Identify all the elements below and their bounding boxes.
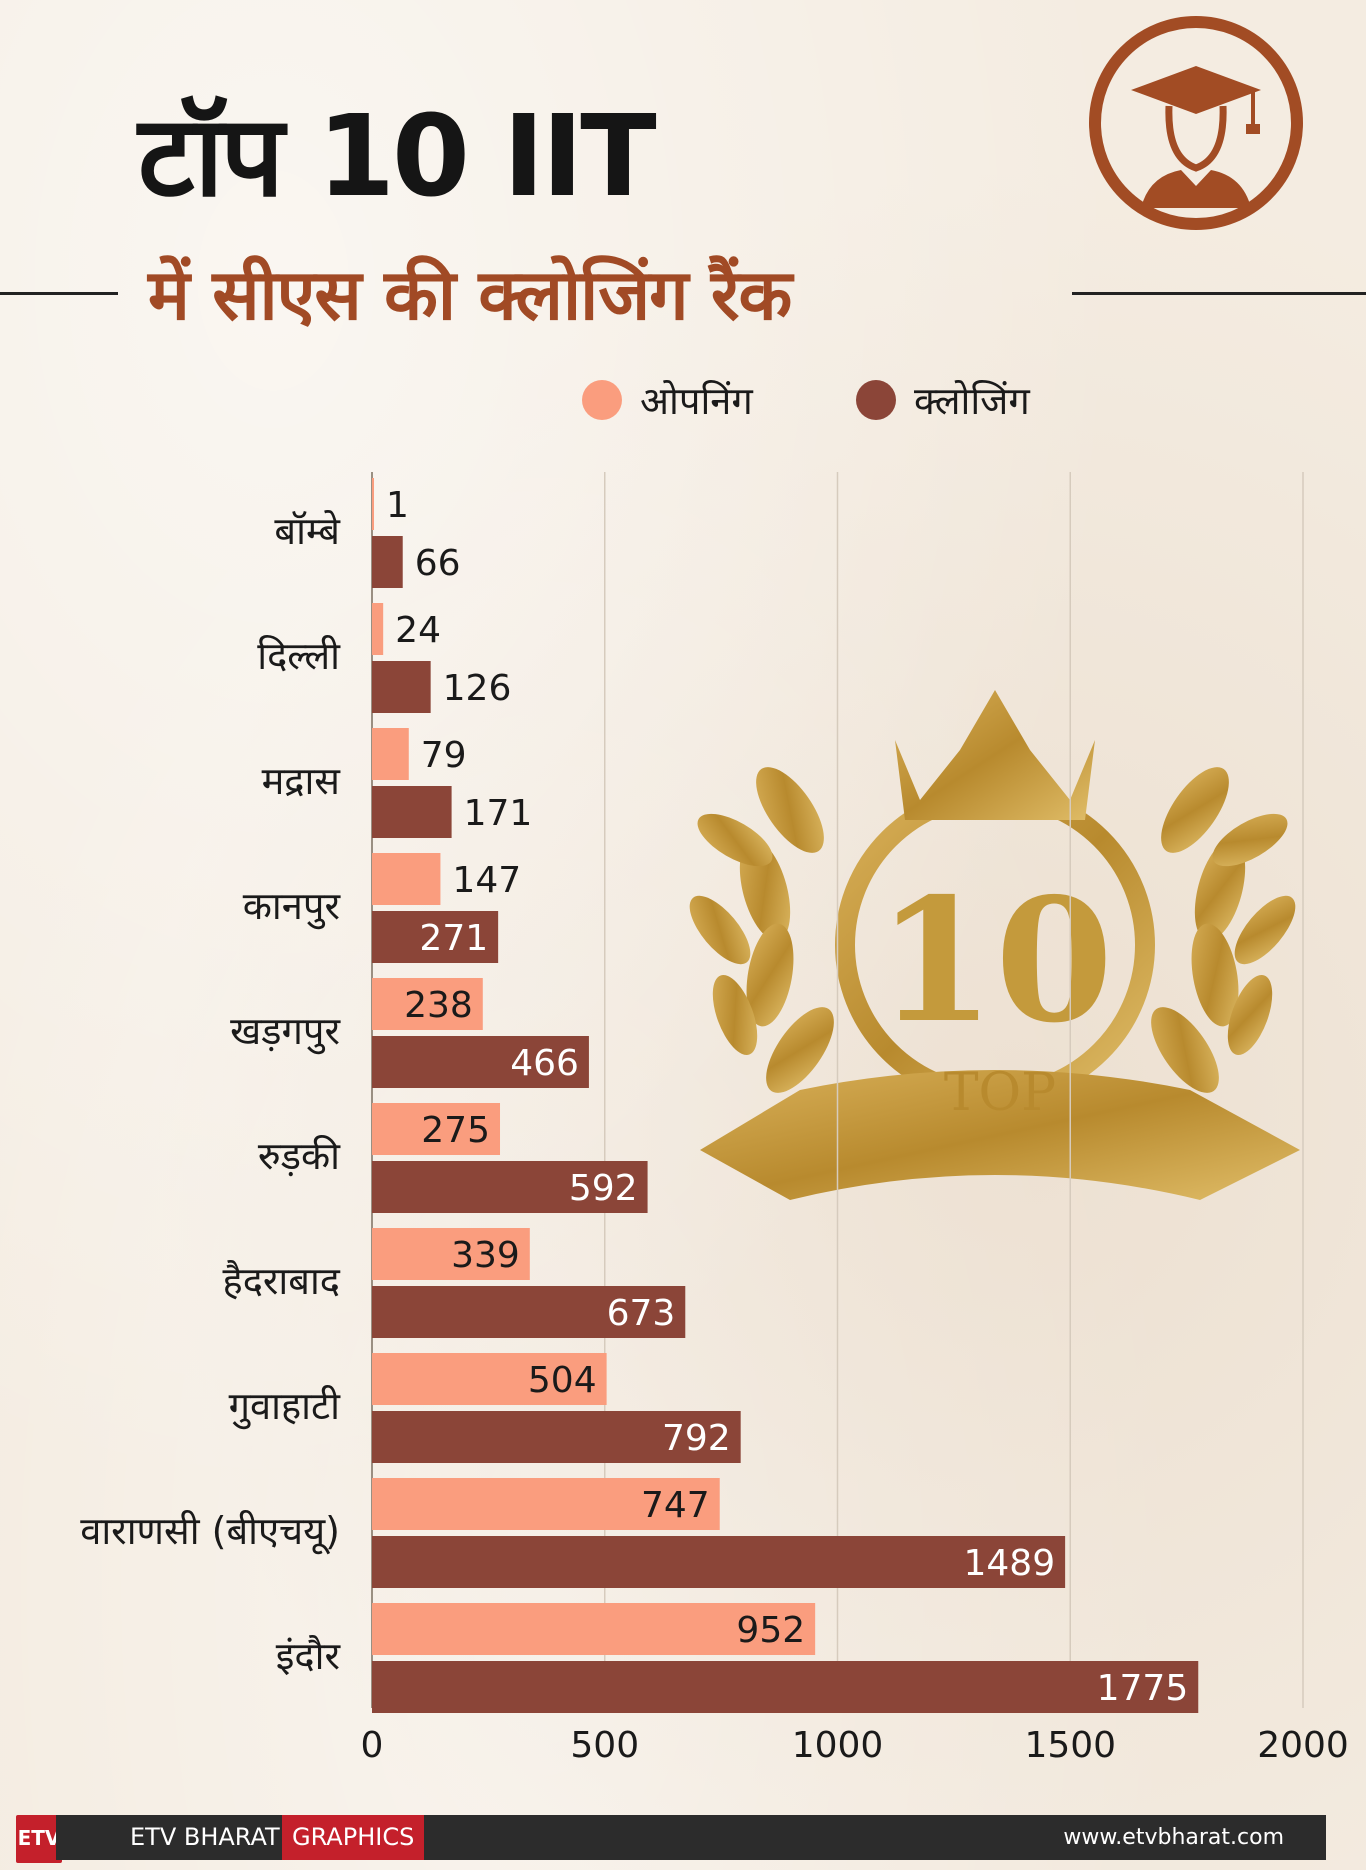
x-tick-label: 500 [570, 1725, 639, 1766]
bar-closing [372, 1661, 1199, 1713]
etv-logo: ETV [16, 1815, 62, 1863]
legend-closing-swatch [856, 380, 896, 420]
data-label: 339 [451, 1235, 520, 1276]
category-label: रुड़की [258, 1134, 341, 1178]
bar-opening [372, 1103, 501, 1155]
crown-icon [895, 690, 1095, 820]
bar-closing [372, 1411, 741, 1463]
bar-chart: 10 TOP 0 500 1000 1500 2000 बॉम्बे 166 दिल्ली 24… [80, 472, 1349, 1766]
brand-name: ETV BHARAT [130, 1823, 280, 1851]
category-label: मद्रास [262, 759, 342, 803]
data-label: 275 [421, 1110, 490, 1151]
bar-closing [372, 661, 431, 713]
laurel-left [689, 767, 834, 1093]
x-tick-label: 1000 [792, 1725, 884, 1766]
bar-opening [372, 728, 409, 780]
bar-opening [372, 853, 441, 905]
bar-closing [372, 1286, 686, 1338]
data-label: 592 [569, 1168, 638, 1209]
data-label: 952 [736, 1610, 805, 1651]
data-label: 271 [419, 918, 488, 959]
bar-opening [372, 1603, 816, 1655]
chart-bars [372, 478, 1199, 1713]
x-tick-label: 1500 [1024, 1725, 1116, 1766]
legend-closing: क्लोजिंग [856, 375, 1030, 425]
graduate-icon-svg [1131, 66, 1261, 208]
ribbon-banner [700, 1070, 1300, 1200]
bar-closing [372, 1161, 648, 1213]
data-label: 747 [641, 1485, 710, 1526]
title-rule-left [0, 292, 118, 295]
legend-opening-label: ओपनिंग [640, 379, 753, 423]
top-10-emblem: 10 TOP [689, 690, 1300, 1200]
data-label: 24 [395, 610, 441, 651]
footer-bar: ETV BHARAT GRAPHICS www.etvbharat.com [56, 1815, 1326, 1860]
bar-opening [372, 1478, 720, 1530]
category-label: बॉम्बे [274, 509, 341, 553]
bar-closing [372, 1536, 1066, 1588]
emblem-number: 10 [877, 861, 1114, 1061]
page-title: टॉप 10 IIT [138, 92, 657, 222]
bar-opening [372, 1353, 607, 1405]
data-label: 1489 [964, 1543, 1056, 1584]
data-label: 792 [662, 1418, 731, 1459]
data-label: 504 [528, 1360, 597, 1401]
bar-closing [372, 1036, 589, 1088]
category-label: कानपुर [243, 884, 342, 930]
bar-closing [372, 536, 403, 588]
x-tick-label: 0 [361, 1725, 384, 1766]
footer: ETV ETV BHARAT GRAPHICS www.etvbharat.co… [0, 1815, 1366, 1870]
data-label: 66 [415, 543, 461, 584]
bar-opening [372, 978, 483, 1030]
website-link[interactable]: www.etvbharat.com [1063, 1825, 1284, 1850]
legend-closing-label: क्लोजिंग [914, 379, 1030, 423]
category-label: इंदौर [276, 1634, 342, 1678]
category-label: दिल्ली [257, 634, 341, 678]
title-rule-right [1072, 292, 1366, 295]
graphics-badge: GRAPHICS [282, 1815, 425, 1860]
data-label: 466 [510, 1043, 579, 1084]
data-label: 238 [404, 985, 473, 1026]
category-label: गुवाहाटी [229, 1384, 342, 1430]
category-label: वाराणसी (बीएचयू) [80, 1509, 340, 1555]
data-label: 147 [452, 860, 521, 901]
data-label: 171 [464, 793, 533, 834]
data-label: 79 [421, 735, 467, 776]
emblem-word: TOP [944, 1063, 1056, 1123]
legend-opening-swatch [582, 380, 622, 420]
bar-closing [372, 911, 499, 963]
data-label: 1775 [1097, 1668, 1189, 1709]
laurel-right [1151, 767, 1296, 1093]
bar-closing [372, 786, 452, 838]
x-tick-label: 2000 [1257, 1725, 1349, 1766]
category-label: हैदराबाद [223, 1259, 341, 1303]
bar-opening [372, 603, 384, 655]
legend-opening: ओपनिंग [582, 375, 753, 425]
data-label: 126 [443, 668, 512, 709]
category-label: खड़गपुर [230, 1009, 341, 1055]
page-subtitle: में सीएस की क्लोजिंग रैंक [148, 254, 792, 336]
bar-opening [372, 478, 374, 530]
data-label: 1 [386, 485, 409, 526]
bar-opening [372, 1228, 530, 1280]
data-label: 673 [607, 1293, 676, 1334]
